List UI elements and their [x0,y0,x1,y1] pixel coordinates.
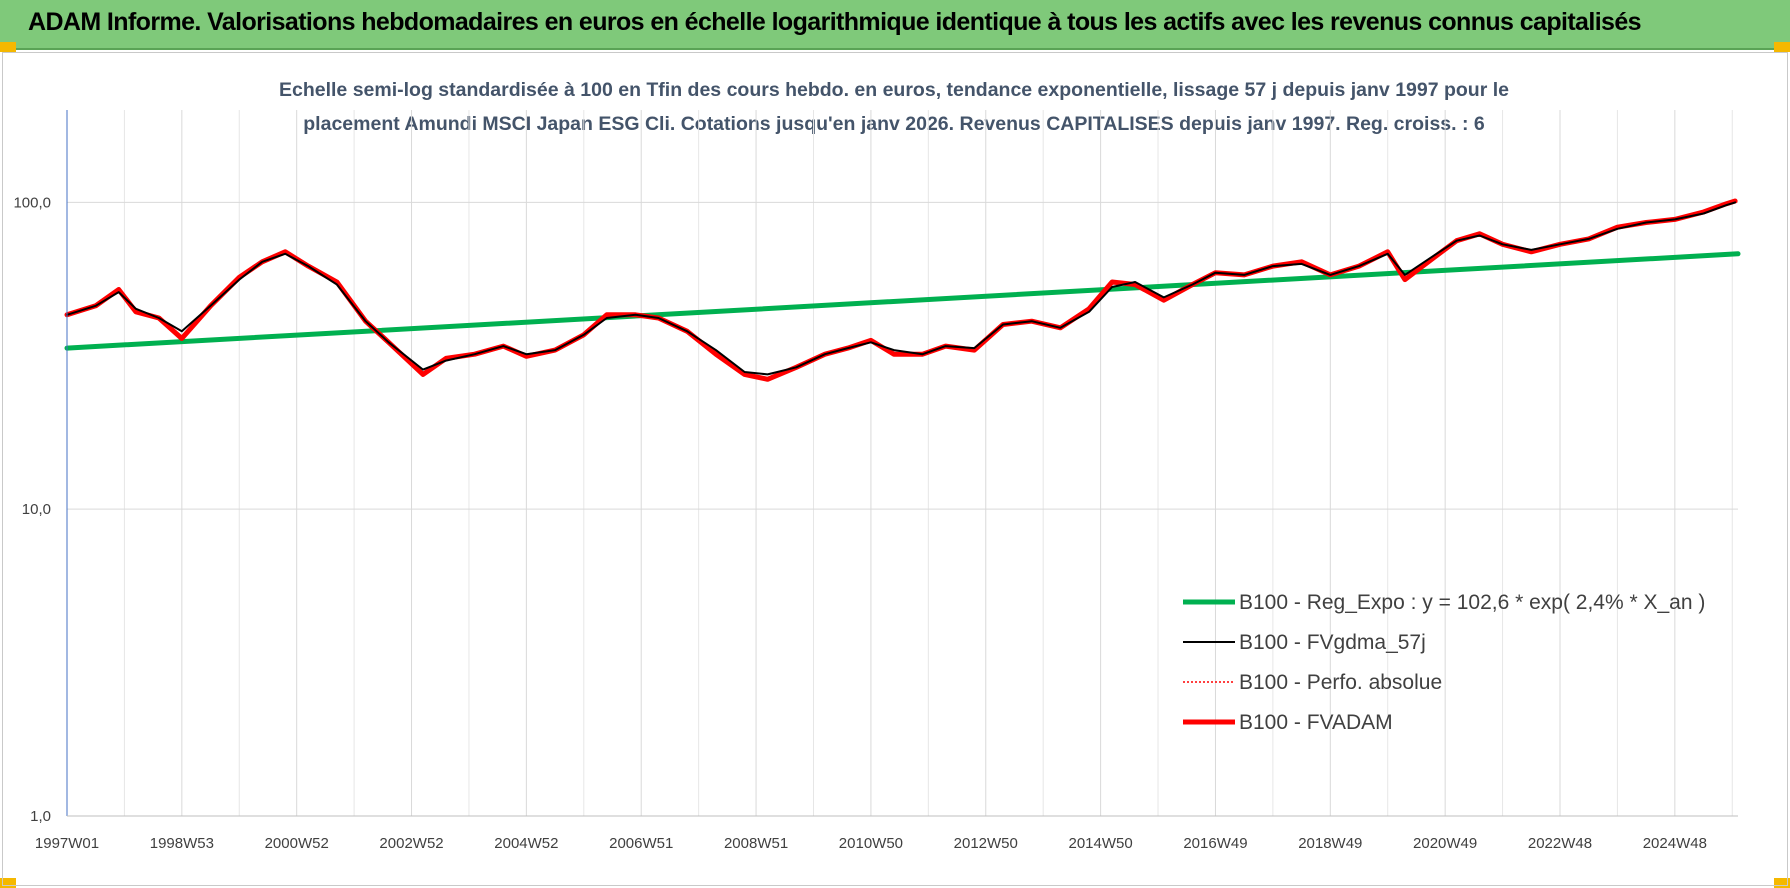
x-tick-label: 2000W52 [265,835,329,852]
x-tick-label: 2022W48 [1528,835,1592,852]
series-group [64,198,1741,382]
x-tick-label: 2006W51 [609,835,673,852]
corner-accent-bottom-right [1774,878,1790,888]
legend-label-fvadam-line: B100 - FVADAM [1239,711,1393,734]
series-fvadam-line [64,198,1738,382]
legend: B100 - Reg_Expo : y = 102,6 * exp( 2,4% … [1183,591,1705,734]
x-tick-label: 1997W01 [35,835,99,852]
header-bar: ADAM Informe. Valorisations hebdomadaire… [0,0,1790,50]
grid [67,110,1738,817]
series-smoothed-line [66,201,1737,376]
y-tick-label: 10,0 [22,501,51,518]
y-tick-label: 1,0 [30,808,51,825]
x-tick-label: 2020W49 [1413,835,1477,852]
corner-accent-right [1774,42,1790,52]
chart-subtitle-line-1: Echelle semi-log standardisée à 100 en T… [279,79,1509,101]
x-tick-label: 2016W49 [1183,835,1247,852]
chart-frame [2,52,1788,886]
series-trend-line [64,251,1741,351]
x-tick-label: 2018W49 [1298,835,1362,852]
corner-accent-left [0,42,16,52]
x-tick-label: 2024W48 [1643,835,1707,852]
x-tick-label: 2014W50 [1068,835,1132,852]
x-tick-label: 1998W53 [150,835,214,852]
legend-label-perf-absolue-line: B100 - Perfo. absolue [1239,671,1442,694]
legend-label-trend-line: B100 - Reg_Expo : y = 102,6 * exp( 2,4% … [1239,591,1705,614]
chart-subtitle-line-2: placement Amundi MSCI Japan ESG Cli. Cot… [303,113,1485,135]
axes: 1997W01 1998W53 2000W52 2002W52 2004W52 2006W… [13,110,1738,852]
corner-accent-bottom-left [0,878,16,888]
x-tick-label: 2010W50 [839,835,903,852]
legend-label-smoothed-line: B100 - FVgdma_57j [1239,631,1426,654]
page-title: ADAM Informe. Valorisations hebdomadaire… [28,8,1642,36]
x-tick-label: 2012W50 [954,835,1018,852]
x-tick-label: 2008W51 [724,835,788,852]
y-tick-label: 100,0 [13,194,51,211]
x-tick-label: 2004W52 [494,835,558,852]
x-tick-label: 2002W52 [379,835,443,852]
series-perf-absolue-line [66,200,1736,381]
